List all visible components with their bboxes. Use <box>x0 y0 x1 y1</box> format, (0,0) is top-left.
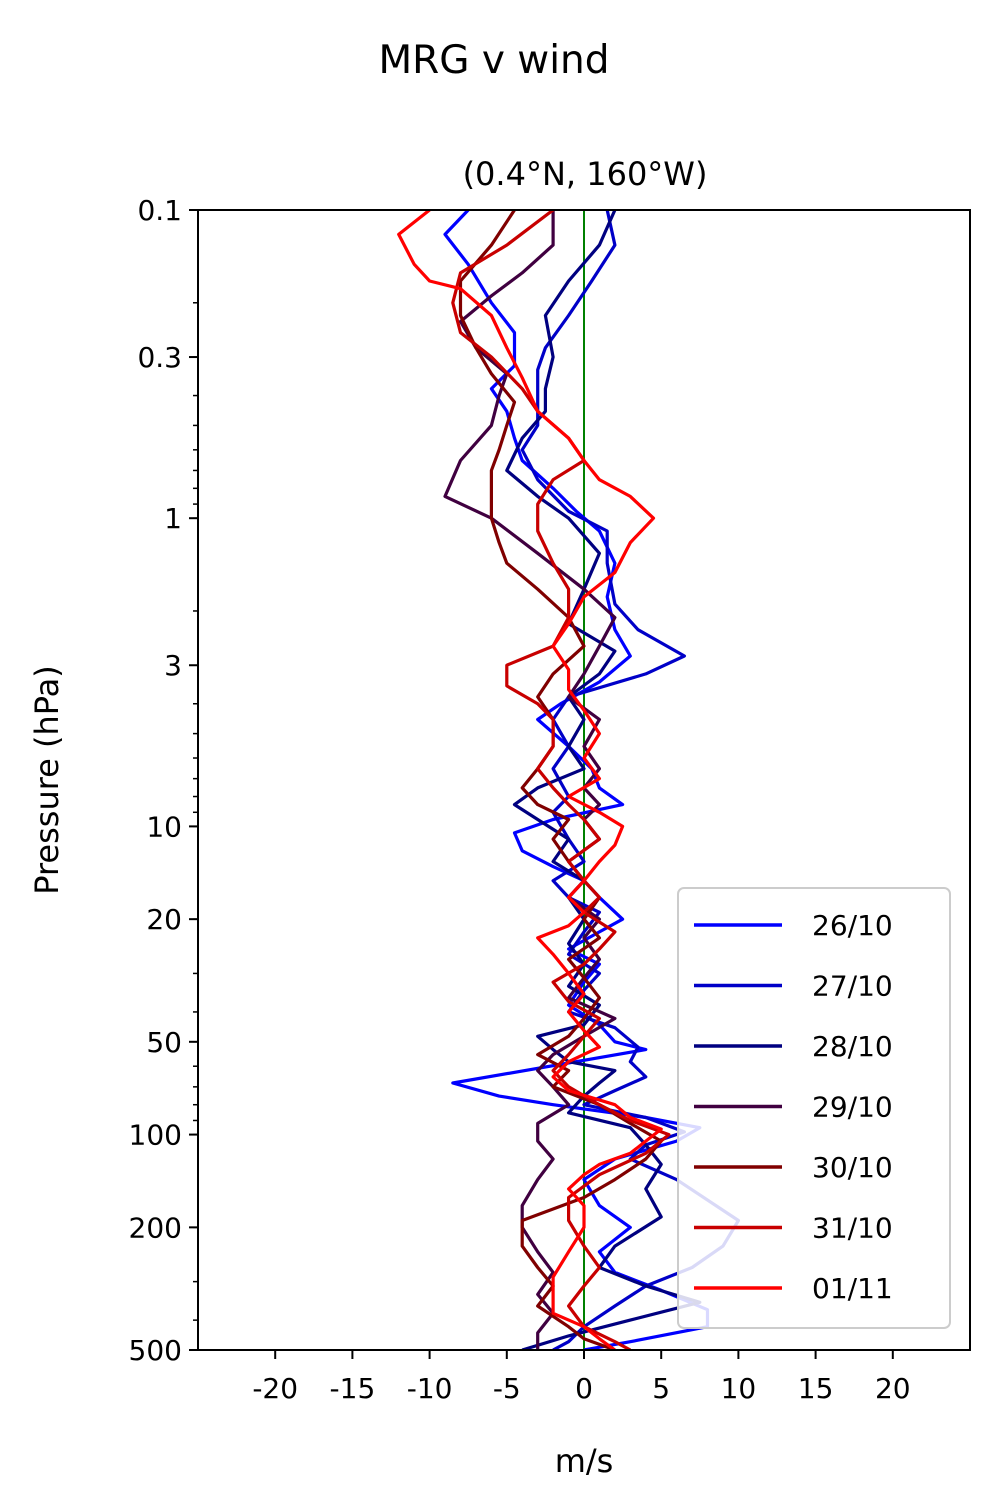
legend: 26/10 27/10 28/10 29/10 30/10 31/10 01/11 <box>677 887 951 1329</box>
legend-entry-label: 29/10 <box>812 1091 893 1124</box>
y-tick-label: 0.3 <box>137 341 182 374</box>
y-tick-label: 100 <box>129 1119 182 1152</box>
x-tick-label: -20 <box>252 1372 298 1405</box>
legend-entry-label: 26/10 <box>812 909 893 942</box>
plot-frame <box>197 209 971 1351</box>
legend-entry-label: 01/11 <box>812 1272 893 1305</box>
plot-area <box>397 210 741 1350</box>
y-tick-label: 500 <box>129 1334 182 1367</box>
y-tick-label: 20 <box>146 903 182 936</box>
y-tick-label: 0.1 <box>137 194 182 227</box>
y-tick-label: 3 <box>164 649 182 682</box>
series-line-27-10 <box>520 210 741 1350</box>
chart-title: (0.4°N, 160°W) <box>463 155 708 193</box>
x-tick-label: 0 <box>575 1372 593 1405</box>
y-tick-label: 200 <box>129 1211 182 1244</box>
chart-suptitle: MRG v wind <box>378 38 609 83</box>
series-line-28-10 <box>505 210 702 1350</box>
x-tick-label: 15 <box>798 1372 834 1405</box>
x-tick-label: -15 <box>330 1372 376 1405</box>
legend-entry-label: 30/10 <box>812 1151 893 1184</box>
legend-entry-label: 31/10 <box>812 1212 893 1245</box>
y-tick-label: 10 <box>146 810 182 843</box>
x-tick-label: 20 <box>875 1372 911 1405</box>
y-axis-label: Pressure (hPa) <box>28 665 66 895</box>
legend-entry-label: 28/10 <box>812 1030 893 1063</box>
legend-box <box>677 887 951 1329</box>
series-group <box>397 210 741 1350</box>
x-tick-label: -5 <box>493 1372 521 1405</box>
series-line-26-10 <box>443 210 710 1350</box>
y-tick-label: 1 <box>164 502 182 535</box>
series-line-01-11 <box>397 210 663 1350</box>
x-axis-ticks: -20 -15 -10 -5 0 5 10 15 20 <box>252 1350 911 1405</box>
x-tick-label: 10 <box>721 1372 757 1405</box>
legend-entry-label: 27/10 <box>812 970 893 1003</box>
y-tick-label: 50 <box>146 1026 182 1059</box>
x-tick-label: -10 <box>407 1372 453 1405</box>
x-axis-label: m/s <box>555 1442 614 1480</box>
x-tick-label: 5 <box>652 1372 670 1405</box>
y-axis-ticks: 0.1 0.3 1 3 10 20 50 100 200 500 <box>129 194 198 1367</box>
